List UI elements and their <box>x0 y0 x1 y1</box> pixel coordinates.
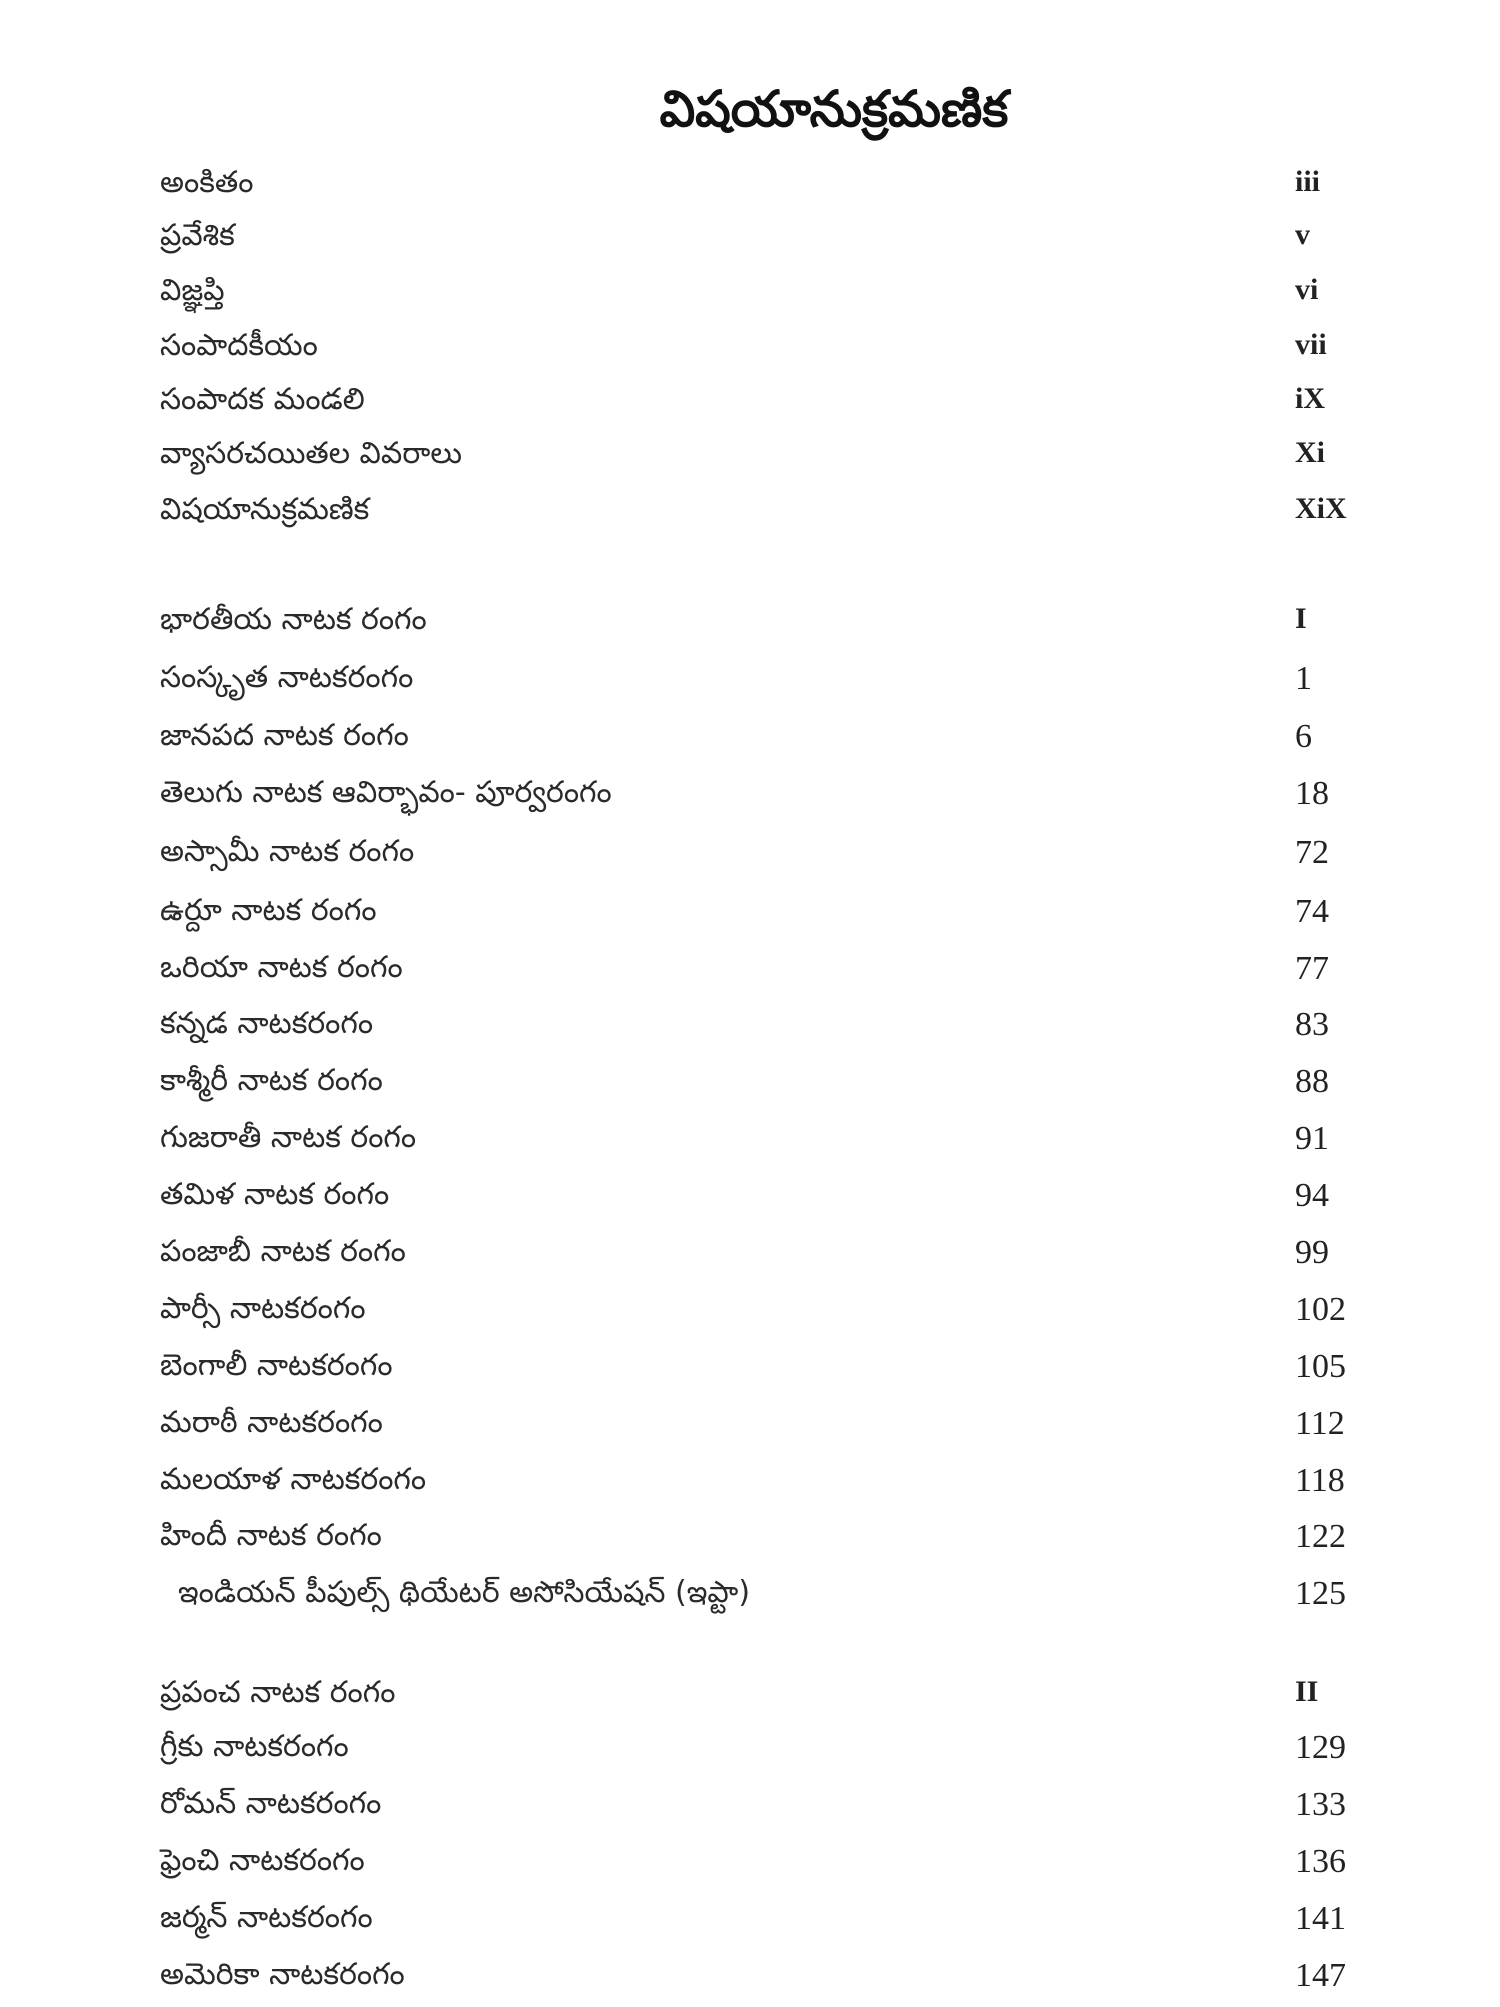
toc-entry: ఒరియా నాటక రంగం 77 <box>160 950 1360 1000</box>
toc-entry: గుజరాతీ నాటక రంగం 91 <box>160 1120 1360 1170</box>
toc-entry-title: వ్యాసరచయితల వివరాలు <box>160 436 462 471</box>
toc-entry-title: తమిళ నాటక రంగం <box>160 1177 390 1212</box>
toc-entry-page-number: II <box>1295 1675 1319 1708</box>
toc-entry-page-number: 102 <box>1295 1291 1346 1328</box>
toc-entry-page-number: iX <box>1295 382 1325 415</box>
toc-entry: కన్నడ నాటకరంగం 83 <box>160 1006 1360 1056</box>
toc-entry: ఫ్రెంచి నాటకరంగం 136 <box>160 1843 1360 1893</box>
page-title: విషయానుక్రమణిక <box>659 80 1009 138</box>
toc-entry: అస్సామీ నాటక రంగం 72 <box>160 834 1360 884</box>
toc-entry: విజ్ఞప్తి vi <box>160 273 1360 323</box>
toc-entry-title: భారతీయ నాటక రంగం <box>160 602 427 637</box>
toc-entry: భారతీయ నాటక రంగం I <box>160 602 1360 652</box>
toc-entry-page-number: 141 <box>1295 1900 1346 1937</box>
toc-entry-page-number: 91 <box>1295 1120 1329 1157</box>
toc-entry-title: విషయానుక్రమణిక <box>160 492 370 527</box>
toc-entry-title: గ్రీకు నాటకరంగం <box>160 1729 349 1764</box>
toc-entry-page-number: 129 <box>1295 1729 1346 1766</box>
toc-entry-title: హిందీ నాటక రంగం <box>160 1518 382 1553</box>
toc-entry-page-number: 18 <box>1295 775 1329 812</box>
toc-entry: అమెరికా నాటకరంగం 147 <box>160 1957 1360 2007</box>
toc-entry-page-number: 83 <box>1295 1006 1329 1043</box>
toc-entry: మలయాళ నాటకరంగం 118 <box>160 1462 1360 1512</box>
toc-entry: ఇండియన్ పీపుల్స్ థియేటర్ అసోసియేషన్ (ఇప్… <box>160 1575 1360 1625</box>
toc-entry-page-number: 125 <box>1295 1575 1346 1612</box>
toc-entry-page-number: 88 <box>1295 1063 1329 1100</box>
toc-entry-title: జర్మన్ నాటకరంగం <box>160 1900 373 1935</box>
toc-entry-page-number: 1 <box>1295 660 1312 697</box>
toc-entry-title: ఫ్రెంచి నాటకరంగం <box>160 1843 365 1878</box>
toc-entry-page-number: vi <box>1295 273 1319 306</box>
toc-entry-page-number: 133 <box>1295 1786 1346 1823</box>
toc-entry-title: జానపద నాటక రంగం <box>160 718 409 753</box>
toc-entry: జర్మన్ నాటకరంగం 141 <box>160 1900 1360 1950</box>
toc-entry-page-number: vii <box>1295 328 1327 361</box>
toc-entry-page-number: 99 <box>1295 1234 1329 1271</box>
toc-entry: సంపాదకీయం vii <box>160 328 1360 378</box>
toc-entry: మరాఠీ నాటకరంగం 112 <box>160 1405 1360 1455</box>
toc-entry: గ్రీకు నాటకరంగం 129 <box>160 1729 1360 1779</box>
toc-entry-title: తెలుగు నాటక ఆవిర్భావం- పూర్వరంగం <box>160 775 612 810</box>
toc-entry-page-number: 77 <box>1295 950 1329 987</box>
toc-entry-title: పంజాబీ నాటక రంగం <box>160 1234 406 1269</box>
toc-entry-title: ఉర్దూ నాటక రంగం <box>160 893 377 928</box>
toc-entry-title: విజ్ఞప్తి <box>160 273 225 308</box>
toc-entry: బెంగాలీ నాటకరంగం 105 <box>160 1348 1360 1398</box>
toc-entry-page-number: 136 <box>1295 1843 1346 1880</box>
toc-entry: తమిళ నాటక రంగం 94 <box>160 1177 1360 1227</box>
toc-entry: ప్రవేశిక v <box>160 218 1360 268</box>
toc-entry: ప్రపంచ నాటక రంగం II <box>160 1675 1360 1725</box>
toc-entry: పార్సీ నాటకరంగం 102 <box>160 1291 1360 1341</box>
toc-entry-page-number: iii <box>1295 165 1321 198</box>
toc-entry-title: ప్రపంచ నాటక రంగం <box>160 1675 396 1710</box>
toc-entry-title: సంపాదకీయం <box>160 328 318 363</box>
toc-entry-title: కాశ్మీరీ నాటక రంగం <box>160 1063 383 1098</box>
toc-entry-title: మలయాళ నాటకరంగం <box>160 1462 427 1497</box>
toc-entry-title: రోమన్ నాటకరంగం <box>160 1786 382 1821</box>
toc-entry-page-number: 74 <box>1295 893 1329 930</box>
toc-entry-title: మరాఠీ నాటకరంగం <box>160 1405 383 1440</box>
toc-entry-page-number: 147 <box>1295 1957 1346 1994</box>
toc-entry-title: గుజరాతీ నాటక రంగం <box>160 1120 417 1155</box>
toc-entry-title: సంస్కృత నాటకరంగం <box>160 660 414 695</box>
toc-entry: జానపద నాటక రంగం 6 <box>160 718 1360 768</box>
toc-entry: వ్యాసరచయితల వివరాలు Xi <box>160 436 1360 486</box>
toc-entry: హిందీ నాటక రంగం 122 <box>160 1518 1360 1568</box>
toc-entry-page-number: 72 <box>1295 834 1329 871</box>
toc-entry: సంస్కృత నాటకరంగం 1 <box>160 660 1360 710</box>
toc-entry-title: ఇండియన్ పీపుల్స్ థియేటర్ అసోసియేషన్ (ఇప్… <box>178 1575 751 1610</box>
toc-entry-title: సంపాదక మండలి <box>160 382 365 417</box>
toc-entry-title: అంకితం <box>160 165 254 200</box>
toc-entry: కాశ్మీరీ నాటక రంగం 88 <box>160 1063 1360 1113</box>
toc-entry: తెలుగు నాటక ఆవిర్భావం- పూర్వరంగం 18 <box>160 775 1360 825</box>
toc-entry-title: కన్నడ నాటకరంగం <box>160 1006 374 1041</box>
toc-entry-page-number: XiX <box>1295 492 1347 525</box>
toc-entry-page-number: Xi <box>1295 436 1325 469</box>
toc-entry-title: ప్రవేశిక <box>160 218 235 253</box>
toc-entry: రోమన్ నాటకరంగం 133 <box>160 1786 1360 1836</box>
toc-entry-page-number: 118 <box>1295 1462 1345 1499</box>
toc-entry-page-number: 105 <box>1295 1348 1346 1385</box>
toc-entry: విషయానుక్రమణిక XiX <box>160 492 1360 542</box>
toc-entry-page-number: 112 <box>1295 1405 1345 1442</box>
toc-entry-title: బెంగాలీ నాటకరంగం <box>160 1348 393 1383</box>
toc-entry-title: అస్సామీ నాటక రంగం <box>160 834 415 869</box>
toc-entry: అంకితం iii <box>160 165 1360 215</box>
toc-entry: పంజాబీ నాటక రంగం 99 <box>160 1234 1360 1284</box>
toc-entry-title: ఒరియా నాటక రంగం <box>160 950 403 985</box>
toc-entry-page-number: 94 <box>1295 1177 1329 1214</box>
toc-entry-title: అమెరికా నాటకరంగం <box>160 1957 405 1992</box>
toc-entry: సంపాదక మండలి iX <box>160 382 1360 432</box>
toc-entry-title: పార్సీ నాటకరంగం <box>160 1291 366 1326</box>
toc-entry: ఉర్దూ నాటక రంగం 74 <box>160 893 1360 943</box>
toc-entry-page-number: I <box>1295 602 1307 635</box>
toc-entry-page-number: 122 <box>1295 1518 1346 1555</box>
toc-entry-page-number: v <box>1295 218 1310 251</box>
toc-entry-page-number: 6 <box>1295 718 1312 755</box>
